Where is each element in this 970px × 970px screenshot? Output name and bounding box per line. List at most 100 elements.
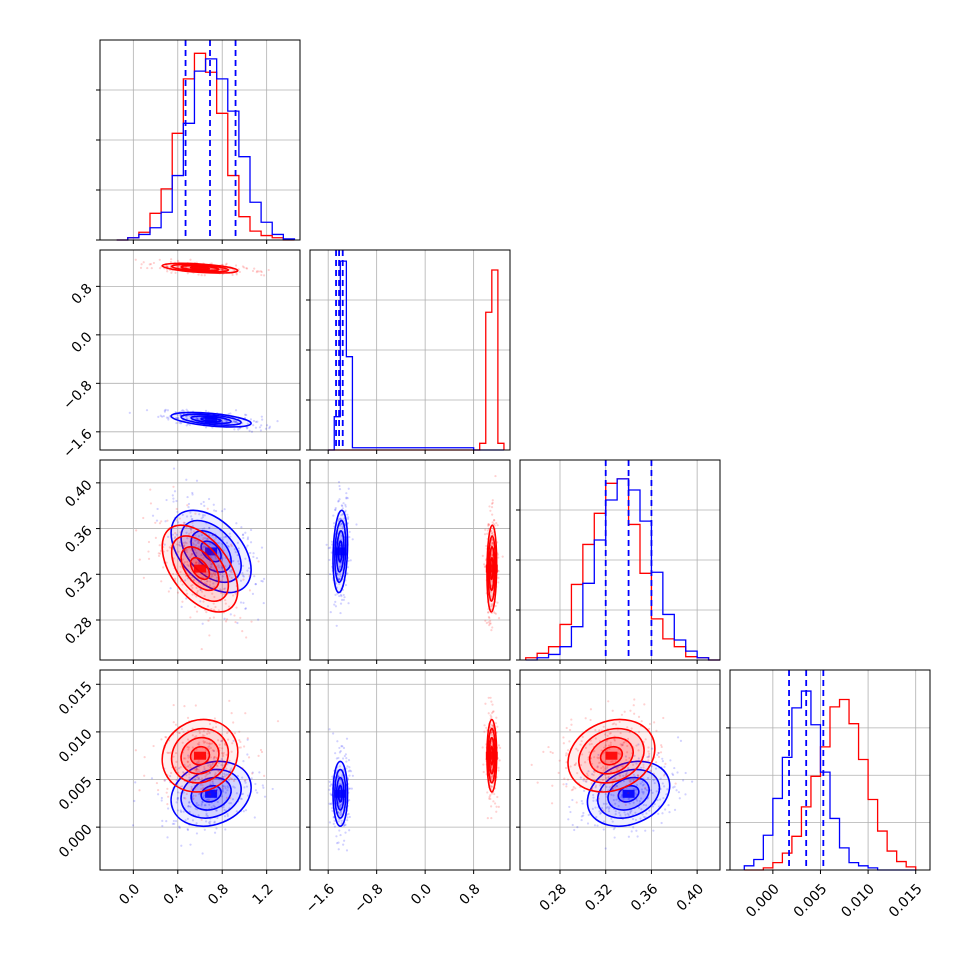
density-peak xyxy=(485,564,498,573)
scatter-point xyxy=(191,734,194,737)
density-peak xyxy=(334,789,347,798)
scatter-point xyxy=(491,541,494,544)
scatter-point xyxy=(657,751,660,755)
scatter-point xyxy=(625,773,628,776)
scatter-point xyxy=(167,807,170,810)
scatter-point xyxy=(606,765,609,769)
scatter-point xyxy=(584,717,587,720)
contour-line xyxy=(578,727,645,784)
scatter-point xyxy=(595,815,598,819)
scatter-point xyxy=(246,544,249,547)
scatter-point xyxy=(536,781,539,784)
scatter-point xyxy=(646,756,649,759)
scatter-point xyxy=(249,541,253,544)
scatter-point xyxy=(632,826,635,829)
scatter-point xyxy=(188,763,192,766)
scatter-point xyxy=(208,771,211,774)
scatter-point xyxy=(342,502,345,505)
scatter-point xyxy=(264,427,268,430)
scatter-point xyxy=(229,777,232,780)
scatter-point xyxy=(647,750,650,753)
scatter-point xyxy=(629,810,632,813)
scatter-point xyxy=(166,787,169,790)
scatter-point xyxy=(611,788,614,791)
scatter-point xyxy=(268,425,272,428)
scatter-point xyxy=(613,722,616,725)
scatter-point xyxy=(246,737,249,740)
scatter-point xyxy=(177,543,181,546)
scatter-point xyxy=(177,521,180,524)
scatter-point xyxy=(210,608,213,611)
scatter-point xyxy=(209,820,212,823)
scatter-point xyxy=(207,798,210,801)
scatter-point xyxy=(629,811,632,815)
scatter-point xyxy=(215,756,218,760)
scatter-point xyxy=(236,541,239,544)
scatter-point xyxy=(549,750,552,754)
scatter-point xyxy=(190,547,193,551)
scatter-point xyxy=(152,744,155,748)
scatter-point xyxy=(227,605,231,608)
scatter-point xyxy=(196,771,199,774)
scatter-point xyxy=(187,502,191,506)
scatter-point xyxy=(230,544,233,548)
scatter-point xyxy=(220,564,223,567)
scatter-point xyxy=(174,532,177,535)
scatter-point xyxy=(235,606,238,609)
scatter-point xyxy=(492,800,495,803)
scatter-point xyxy=(213,821,216,824)
scatter-point xyxy=(238,588,241,591)
scatter-point xyxy=(210,556,213,559)
scatter-point xyxy=(487,524,490,527)
scatter-point xyxy=(208,822,212,826)
scatter-point xyxy=(183,550,186,553)
scatter-point xyxy=(203,504,206,507)
scatter-point xyxy=(628,797,631,800)
scatter-point xyxy=(619,731,622,735)
scatter-point xyxy=(344,823,347,827)
scatter-series-0 xyxy=(565,736,694,850)
contour-line xyxy=(180,736,220,775)
scatter-point xyxy=(203,594,206,597)
scatter-point xyxy=(191,727,194,730)
scatter-point xyxy=(261,418,264,421)
panel-frame xyxy=(99,249,301,451)
scatter-point xyxy=(565,726,568,730)
scatter-point xyxy=(208,617,212,620)
scatter-point xyxy=(339,811,342,814)
scatter-point xyxy=(255,557,259,560)
scatter-point xyxy=(338,782,341,786)
scatter-point xyxy=(146,266,149,270)
scatter-point xyxy=(220,566,224,569)
scatter-point xyxy=(176,809,179,812)
scatter-point xyxy=(610,785,613,788)
scatter-point xyxy=(235,272,238,275)
scatter-point xyxy=(233,732,237,735)
scatter-point xyxy=(666,788,669,791)
scatter-point xyxy=(482,770,485,774)
scatter-point xyxy=(200,590,204,593)
scatter-point xyxy=(333,603,336,606)
scatter-point xyxy=(629,779,632,782)
scatter-point xyxy=(684,793,687,796)
scatter-point xyxy=(246,738,249,741)
scatter-point xyxy=(262,601,265,605)
scatter-point xyxy=(189,511,192,514)
scatter-point xyxy=(188,423,192,426)
scatter-point xyxy=(172,485,175,488)
scatter-point xyxy=(257,270,260,273)
scatter-point xyxy=(195,822,198,825)
scatter-point xyxy=(166,519,169,522)
scatter-point xyxy=(489,725,492,729)
scatter-point xyxy=(194,534,197,537)
scatter-point xyxy=(217,541,220,545)
scatter-point xyxy=(635,783,639,787)
scatter-point xyxy=(488,795,491,798)
scatter-point xyxy=(329,546,332,549)
scatter-point xyxy=(157,415,160,418)
scatter-point xyxy=(248,575,251,578)
scatter-point xyxy=(230,712,233,715)
scatter-point xyxy=(330,540,334,543)
scatter-point xyxy=(652,779,655,782)
scatter-point xyxy=(663,765,666,769)
